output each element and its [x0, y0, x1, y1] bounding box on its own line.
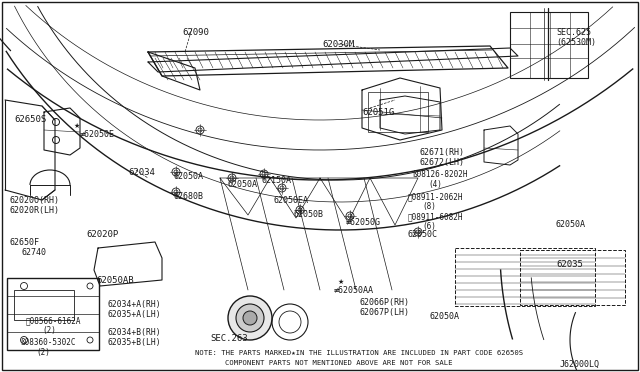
- Text: 62051G: 62051G: [362, 108, 394, 117]
- Circle shape: [228, 296, 272, 340]
- Text: 62020O(RH): 62020O(RH): [10, 196, 60, 205]
- Text: 62650S: 62650S: [14, 115, 46, 124]
- Bar: [510, 12, 588, 78]
- Bar: [520, 250, 625, 305]
- Text: 62050A: 62050A: [556, 220, 586, 229]
- Text: 62671(RH): 62671(RH): [420, 148, 465, 157]
- Text: ß08360-5302C: ß08360-5302C: [20, 338, 76, 347]
- Text: 62034: 62034: [128, 168, 155, 177]
- Text: ★: ★: [338, 279, 344, 285]
- Text: 62050A: 62050A: [430, 312, 460, 321]
- Text: 62030M: 62030M: [322, 40, 355, 49]
- Text: 62680B: 62680B: [174, 192, 204, 201]
- Text: SEC.263: SEC.263: [210, 334, 248, 343]
- Text: (8): (8): [422, 202, 436, 211]
- Text: ß08126-8202H: ß08126-8202H: [412, 170, 467, 179]
- Text: 62035: 62035: [556, 260, 583, 269]
- Circle shape: [243, 311, 257, 325]
- Text: 62035+B(LH): 62035+B(LH): [108, 338, 162, 347]
- Text: 62035+A(LH): 62035+A(LH): [108, 310, 162, 319]
- Text: ⓝ08911-2062H: ⓝ08911-2062H: [408, 192, 463, 201]
- Text: 62066P(RH): 62066P(RH): [360, 298, 410, 307]
- Bar: [455, 248, 595, 306]
- Bar: [368, 92, 428, 132]
- Text: 62650F: 62650F: [10, 238, 40, 247]
- Text: 62034+A(RH): 62034+A(RH): [108, 300, 162, 309]
- Text: 62150A: 62150A: [262, 176, 292, 185]
- Text: SEC.625: SEC.625: [556, 28, 591, 37]
- Text: 62034+B(RH): 62034+B(RH): [108, 328, 162, 337]
- Text: (62530M): (62530M): [556, 38, 596, 47]
- Text: Ⓢ08566-6162A: Ⓢ08566-6162A: [26, 316, 81, 325]
- Text: ★: ★: [74, 123, 80, 129]
- Text: 62050B: 62050B: [294, 210, 324, 219]
- Text: 62050EA: 62050EA: [274, 196, 309, 205]
- Text: 62020R(LH): 62020R(LH): [10, 206, 60, 215]
- Text: ⓝ08911-6082H: ⓝ08911-6082H: [408, 212, 463, 221]
- Text: (2): (2): [36, 348, 50, 357]
- Text: COMPONENT PARTS NOT MENTIONED ABOVE ARE NOT FOR SALE: COMPONENT PARTS NOT MENTIONED ABOVE ARE …: [225, 360, 452, 366]
- Text: 62050A: 62050A: [174, 172, 204, 181]
- Text: ≢62050AA: ≢62050AA: [334, 286, 374, 295]
- Text: 62050A: 62050A: [228, 180, 258, 189]
- Text: J62000LQ: J62000LQ: [560, 360, 600, 369]
- Text: (4): (4): [428, 180, 442, 189]
- Text: (6): (6): [422, 222, 436, 231]
- Bar: [7, 278, 99, 350]
- Text: 62672(LH): 62672(LH): [420, 158, 465, 167]
- Circle shape: [236, 304, 264, 332]
- Text: 62067P(LH): 62067P(LH): [360, 308, 410, 317]
- Text: 62740: 62740: [22, 248, 47, 257]
- Text: NOTE: THE PARTS MARKED★IN THE ILLUSTRATION ARE INCLUDED IN PART CODE 62650S: NOTE: THE PARTS MARKED★IN THE ILLUSTRATI…: [195, 350, 523, 356]
- Text: 62020P: 62020P: [86, 230, 118, 239]
- Text: ≢62050G: ≢62050G: [346, 218, 381, 227]
- Text: (2): (2): [42, 326, 56, 335]
- Text: 62050AB: 62050AB: [96, 276, 134, 285]
- Text: ≢62050E: ≢62050E: [80, 130, 115, 139]
- Text: 62050C: 62050C: [408, 230, 438, 239]
- Bar: [14, 290, 74, 320]
- Text: 62090: 62090: [182, 28, 209, 37]
